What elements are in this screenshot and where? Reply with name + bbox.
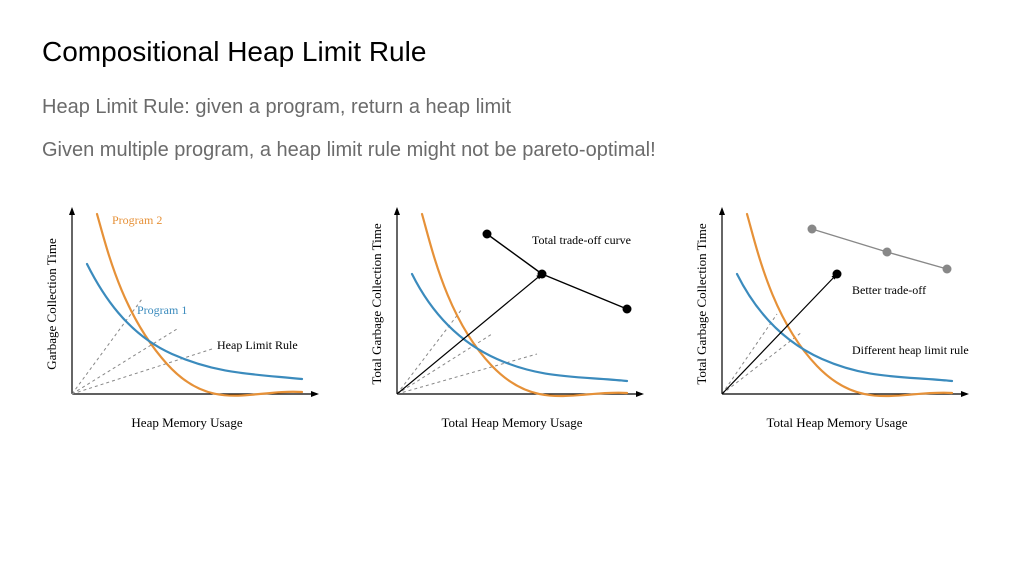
- chart-3-svg: Total Garbage Collection Time Better trad…: [692, 194, 982, 409]
- svg-text:Total trade-off curve: Total trade-off curve: [532, 233, 631, 247]
- chart-1-svg: Garbage Collection Time Program 2 Program …: [42, 194, 332, 409]
- svg-text:Program 1: Program 1: [137, 303, 187, 317]
- page-title: Compositional Heap Limit Rule: [42, 36, 982, 68]
- chart-3: Total Garbage Collection Time Better trad…: [692, 194, 982, 431]
- body-line-1: Heap Limit Rule: given a program, return…: [42, 94, 982, 121]
- charts-row: Garbage Collection Time Program 2 Program …: [42, 194, 982, 431]
- svg-text:Garbage Collection Time: Garbage Collection Time: [44, 238, 59, 370]
- chart-2-svg: Total Garbage Collection Time Total trade…: [367, 194, 657, 409]
- svg-text:Program 2: Program 2: [112, 213, 162, 227]
- chart-2-xlabel: Total Heap Memory Usage: [442, 415, 583, 431]
- chart-1-xlabel: Heap Memory Usage: [131, 415, 242, 431]
- svg-text:Heap Limit Rule: Heap Limit Rule: [217, 338, 298, 352]
- svg-text:Different heap limit rule: Different heap limit rule: [852, 343, 969, 357]
- body-line-2: Given multiple program, a heap limit rul…: [42, 137, 982, 164]
- svg-text:Total Garbage Collection Time: Total Garbage Collection Time: [694, 223, 709, 384]
- chart-3-xlabel: Total Heap Memory Usage: [767, 415, 908, 431]
- svg-text:Better trade-off: Better trade-off: [852, 283, 926, 297]
- chart-1: Garbage Collection Time Program 2 Program …: [42, 194, 332, 431]
- svg-text:Total Garbage Collection Time: Total Garbage Collection Time: [369, 223, 384, 384]
- chart-2: Total Garbage Collection Time Total trade…: [367, 194, 657, 431]
